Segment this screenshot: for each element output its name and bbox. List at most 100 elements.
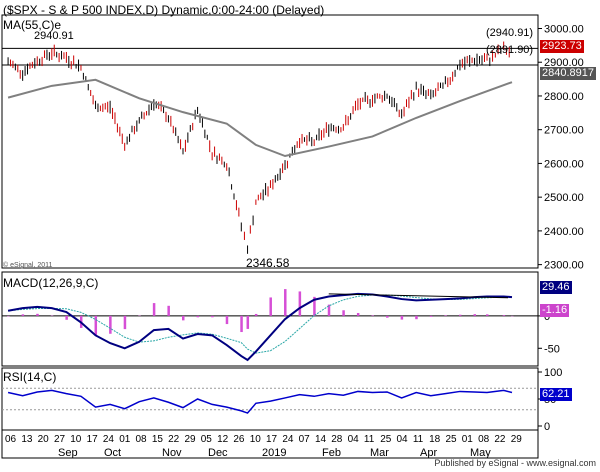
macd-hist-bar bbox=[7, 315, 10, 317]
macd-hist-bar bbox=[167, 305, 170, 316]
macd-hist-bar bbox=[313, 296, 316, 316]
date-tick-label: 25 bbox=[380, 434, 392, 445]
date-tick-label: 11 bbox=[364, 434, 375, 445]
date-tick-label: 07 bbox=[299, 434, 311, 445]
macd-hist-bar bbox=[36, 313, 39, 316]
high-label: 2940.91 bbox=[34, 30, 74, 42]
date-tick-label: 18 bbox=[429, 434, 441, 445]
macd-hist-bar bbox=[181, 315, 185, 321]
rsi-panel-frame bbox=[1, 367, 539, 431]
macd-hist-bar bbox=[444, 315, 447, 316]
month-label: Mar bbox=[370, 447, 389, 459]
date-tick-label: 08 bbox=[478, 434, 490, 445]
date-tick-label: 22 bbox=[168, 434, 180, 445]
macd-hist-bar bbox=[123, 315, 127, 330]
chart-title: ($SPX - S & P 500 INDEX,D) Dynamic,0:00-… bbox=[3, 3, 325, 17]
date-tick-label: 28 bbox=[331, 434, 343, 445]
date-tick-label: 01 bbox=[462, 434, 474, 445]
macd-legend: MACD(12,26,9,C) bbox=[3, 276, 99, 290]
macd-hist-bar bbox=[211, 315, 214, 318]
macd-hist-bar bbox=[109, 315, 112, 334]
date-tick-label: 11 bbox=[413, 434, 424, 445]
macd-hist-bar bbox=[371, 315, 374, 316]
date-tick-label: 26 bbox=[233, 434, 245, 445]
date-tick-label: 04 bbox=[348, 434, 360, 445]
rsi-tick-label: 0 bbox=[544, 421, 550, 433]
macd-hist-bar bbox=[246, 315, 250, 329]
date-tick-label: 29 bbox=[511, 434, 523, 445]
macd-hist-bar bbox=[473, 314, 477, 316]
macd-hist-bar bbox=[254, 313, 258, 316]
month-label: Sep bbox=[58, 447, 78, 459]
macd-hist-bar bbox=[486, 314, 489, 316]
rsi-tick-label: 100 bbox=[544, 367, 562, 379]
macd-hist-bar bbox=[152, 303, 156, 316]
low-label: 2346.58 bbox=[246, 256, 290, 270]
month-label: Oct bbox=[104, 447, 121, 459]
footer-text: Published by eSignal - www.esignal.com bbox=[434, 458, 596, 468]
macd-hist-bar bbox=[429, 315, 433, 317]
macd-hist-bar bbox=[240, 315, 243, 333]
date-tick-label: 20 bbox=[38, 434, 50, 445]
macd-hist-bar bbox=[386, 315, 389, 318]
high-level-box: (2940.91) bbox=[486, 27, 534, 39]
macd-hist-tag: -1.16 bbox=[540, 304, 570, 317]
date-tick-label: 12 bbox=[217, 434, 229, 445]
macd-hist-bar bbox=[225, 315, 229, 325]
macd-hist-bar bbox=[400, 315, 404, 320]
rsi-value-tag: 62.21 bbox=[540, 388, 572, 401]
macd-panel-frame bbox=[1, 271, 539, 367]
price-tick-label: 2700.00 bbox=[544, 125, 584, 137]
date-tick-label: 29 bbox=[184, 434, 196, 445]
macd-hist-bar bbox=[327, 304, 331, 316]
date-tick-label: 04 bbox=[397, 434, 409, 445]
date-tick-label: 27 bbox=[54, 434, 66, 445]
date-tick-label: 06 bbox=[5, 434, 17, 445]
month-label: May bbox=[470, 447, 491, 459]
date-tick-label: 22 bbox=[494, 434, 506, 445]
price-tick-label: 2300.00 bbox=[544, 260, 584, 272]
ma-value-tag: 2840.8917 bbox=[540, 67, 596, 80]
date-tick-label: 05 bbox=[201, 434, 213, 445]
month-label: 2019 bbox=[262, 447, 286, 459]
macd-hist-bar bbox=[415, 315, 418, 320]
date-tick-label: 13 bbox=[21, 434, 33, 445]
price-tick-label: 2500.00 bbox=[544, 192, 584, 204]
macd-tick-label: -50 bbox=[544, 343, 560, 355]
price-tick-label: 2400.00 bbox=[544, 226, 584, 238]
support-level-box: (2891.90) bbox=[486, 44, 534, 56]
date-tick-label: 10 bbox=[70, 434, 82, 445]
macd-hist-bar bbox=[458, 314, 462, 316]
macd-hist-bar bbox=[502, 315, 506, 316]
price-tick-label: 3000.00 bbox=[544, 23, 584, 35]
macd-hist-bar bbox=[65, 315, 68, 320]
month-label: Dec bbox=[208, 447, 228, 459]
rsi-legend: RSI(14,C) bbox=[3, 370, 57, 384]
macd-hist-bar bbox=[196, 315, 200, 318]
price-panel-frame bbox=[1, 14, 539, 269]
date-tick-label: 25 bbox=[445, 434, 457, 445]
macd-hist-bar bbox=[342, 310, 345, 316]
macd-hist-bar bbox=[21, 314, 25, 316]
date-tick-label: 10 bbox=[250, 434, 262, 445]
month-label: Feb bbox=[322, 447, 341, 459]
macd-hist-bar bbox=[284, 289, 287, 316]
date-tick-label: 14 bbox=[315, 434, 327, 445]
rsi-line bbox=[7, 389, 513, 414]
date-tick-label: 24 bbox=[282, 434, 294, 445]
ma-line bbox=[7, 78, 513, 158]
price-tick-label: 2600.00 bbox=[544, 158, 584, 170]
ma-legend: MA(55,C)e bbox=[3, 18, 62, 32]
date-tick-label: 17 bbox=[266, 434, 278, 445]
price-tick-label: 2800.00 bbox=[544, 91, 584, 103]
month-label: Apr bbox=[420, 447, 437, 459]
macd-value-tag: 29.46 bbox=[540, 281, 572, 294]
date-tick-label: 24 bbox=[103, 434, 115, 445]
date-tick-label: 01 bbox=[119, 434, 131, 445]
last-price-tag: 2923.73 bbox=[540, 40, 584, 53]
macd-divergence-line bbox=[328, 293, 509, 299]
month-label: Nov bbox=[162, 447, 182, 459]
date-tick-label: 15 bbox=[152, 434, 164, 445]
